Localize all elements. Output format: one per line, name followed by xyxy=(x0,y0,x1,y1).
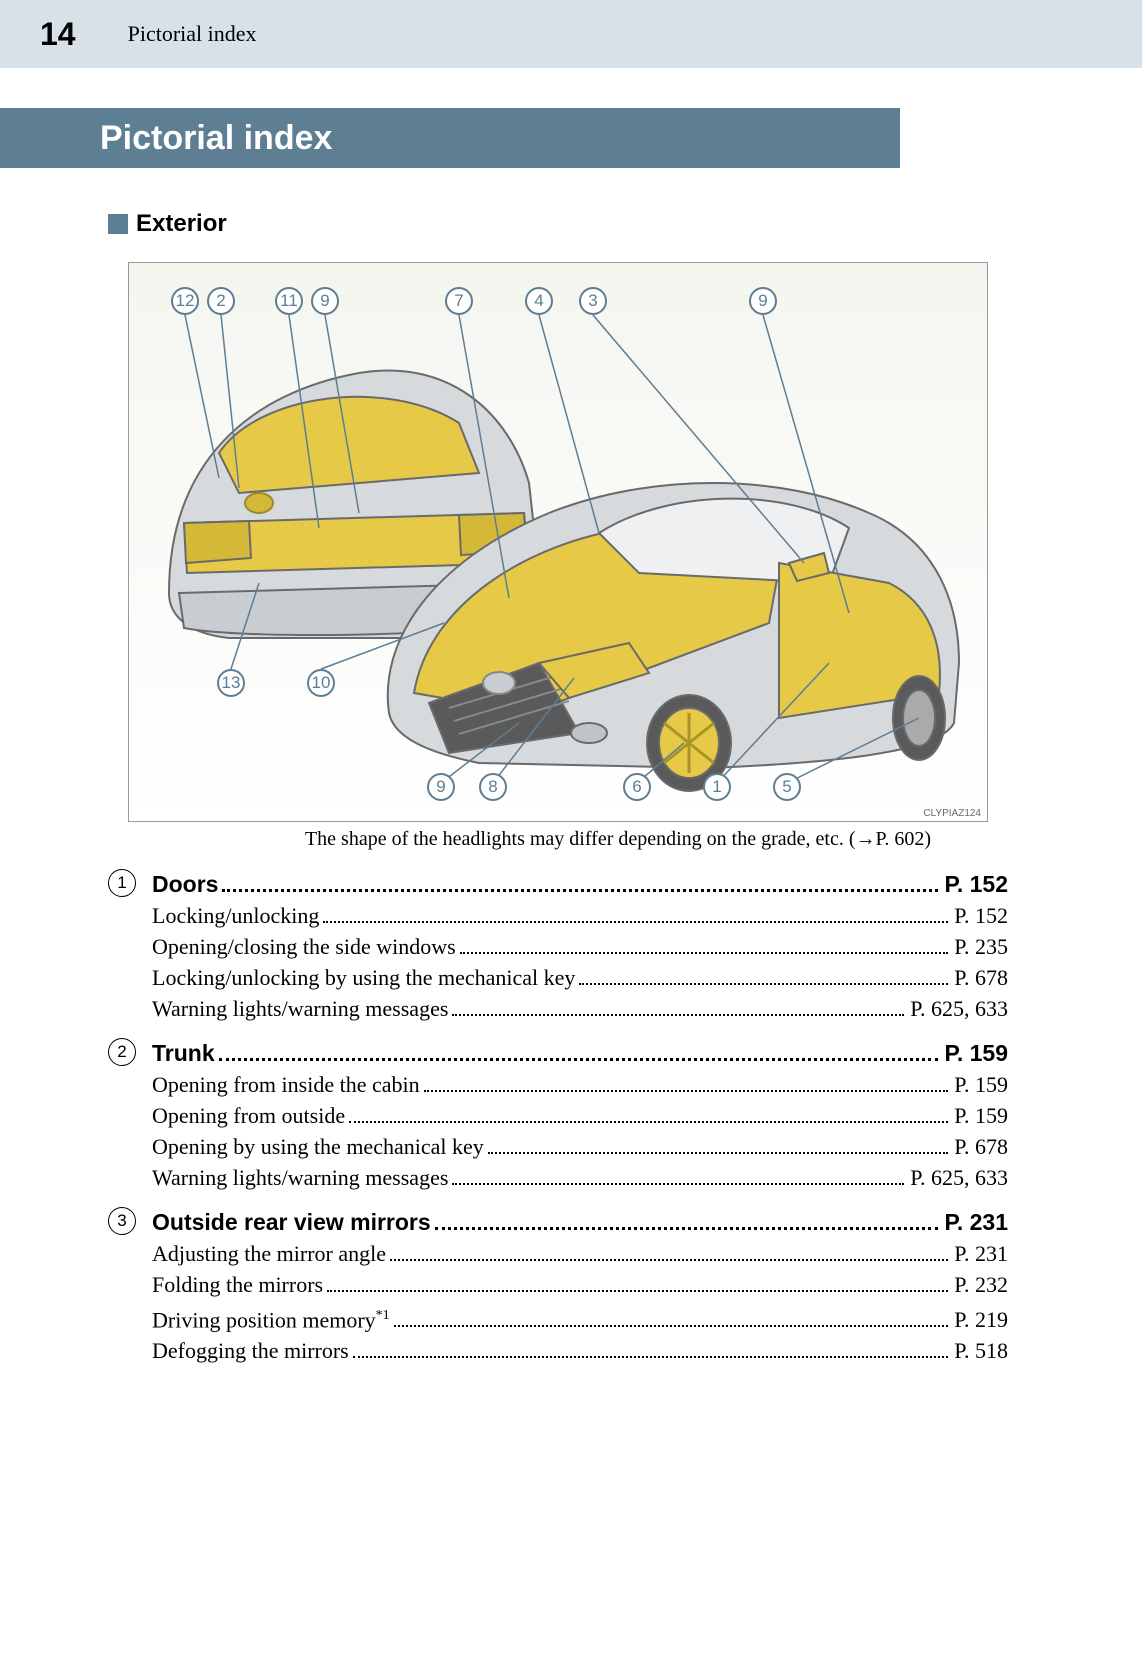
index-main-page: P. 152 xyxy=(944,869,1008,900)
index-sub-label: Opening by using the mechanical key xyxy=(152,1131,484,1162)
index-sub-line: Warning lights/warning messages P. 625, 6… xyxy=(152,993,1008,1024)
index-sub-page: P. 152 xyxy=(954,900,1008,931)
index-main-page: P. 231 xyxy=(944,1207,1008,1238)
leader-dots xyxy=(390,1259,948,1261)
callout-circle-9: 9 xyxy=(749,287,777,315)
arrow-icon: → xyxy=(855,828,875,850)
index-sub-page: P. 518 xyxy=(954,1335,1008,1366)
index-group: 3Outside rear view mirrorsP. 231Adjustin… xyxy=(108,1207,1008,1366)
index-sub-line: Locking/unlocking P. 152 xyxy=(152,900,1008,931)
leader-dots xyxy=(353,1356,948,1358)
running-title: Pictorial index xyxy=(128,21,257,47)
caption-suffix: P. 602) xyxy=(875,828,931,850)
leader-dots xyxy=(323,921,948,923)
index-sub-label: Defogging the mirrors xyxy=(152,1335,349,1366)
leader-dots xyxy=(349,1121,948,1123)
index-sub-page: P. 235 xyxy=(954,931,1008,962)
section-bullet-icon xyxy=(108,214,128,234)
callout-circle-6: 6 xyxy=(623,773,651,801)
index-group: 1DoorsP. 152Locking/unlockingP. 152Openi… xyxy=(108,869,1008,1024)
car-illustration xyxy=(129,263,988,822)
index-sub-label: Adjusting the mirror angle xyxy=(152,1238,386,1269)
index-sub-line: Adjusting the mirror angle P. 231 xyxy=(152,1238,1008,1269)
leader-dots xyxy=(452,1183,904,1185)
callout-circle-3: 3 xyxy=(579,287,607,315)
footnote-marker: *1 xyxy=(376,1308,390,1323)
index-sub-label: Folding the mirrors xyxy=(152,1269,323,1300)
index-sub-label: Driving position memory*1 xyxy=(152,1300,390,1335)
index-sub-label: Opening from inside the cabin xyxy=(152,1069,420,1100)
callout-circle-13: 13 xyxy=(217,669,245,697)
page-number: 14 xyxy=(40,16,76,53)
callout-circle-12: 12 xyxy=(171,287,199,315)
diagram-code: CLYPIAZ124 xyxy=(923,808,981,819)
index-main-label: Trunk xyxy=(152,1038,215,1069)
index-sub-line: Folding the mirrors P. 232 xyxy=(152,1269,1008,1300)
callout-circle-2: 2 xyxy=(207,287,235,315)
diagram-caption: The shape of the headlights may differ d… xyxy=(188,828,1048,851)
index-sub-label: Warning lights/warning messages xyxy=(152,993,448,1024)
callout-circle-9: 9 xyxy=(427,773,455,801)
index-sub-page: P. 232 xyxy=(954,1269,1008,1300)
index-main-line: Trunk P. 159 xyxy=(152,1038,1008,1069)
section-header: Exterior xyxy=(108,210,1008,238)
leader-dots xyxy=(219,1058,939,1061)
index-sub-label: Opening/closing the side windows xyxy=(152,931,456,962)
index-sub-page: P. 159 xyxy=(954,1069,1008,1100)
index-sub-line: Warning lights/warning messages P. 625, 6… xyxy=(152,1162,1008,1193)
index-main-line: Outside rear view mirrors P. 231 xyxy=(152,1207,1008,1238)
index-sub-page: P. 219 xyxy=(954,1304,1008,1335)
index-sub-label: Warning lights/warning messages xyxy=(152,1162,448,1193)
banner-title: Pictorial index xyxy=(100,119,332,158)
index-sub-label: Locking/unlocking by using the mechanica… xyxy=(152,962,575,993)
section-title: Exterior xyxy=(136,210,227,238)
index-number-circle: 3 xyxy=(108,1207,136,1235)
index-sub-line: Defogging the mirrors P. 518 xyxy=(152,1335,1008,1366)
callout-circle-11: 11 xyxy=(275,287,303,315)
index-number-circle: 2 xyxy=(108,1038,136,1066)
callout-circle-4: 4 xyxy=(525,287,553,315)
index-group: 2TrunkP. 159Opening from inside the cabi… xyxy=(108,1038,1008,1193)
callout-circle-9: 9 xyxy=(311,287,339,315)
leader-dots xyxy=(327,1290,948,1292)
leader-dots xyxy=(460,952,949,954)
caption-prefix: The shape of the headlights may differ d… xyxy=(305,828,856,850)
page-header: 14 Pictorial index xyxy=(0,0,1142,68)
index-sub-page: P. 678 xyxy=(954,962,1008,993)
callout-circle-1: 1 xyxy=(703,773,731,801)
index-sub-label: Opening from outside xyxy=(152,1100,345,1131)
leader-dots xyxy=(452,1014,904,1016)
index-sub-line: Driving position memory*1 P. 219 xyxy=(152,1300,1008,1335)
index-main-page: P. 159 xyxy=(944,1038,1008,1069)
leader-dots xyxy=(579,983,948,985)
index-sub-label: Locking/unlocking xyxy=(152,900,319,931)
callout-circle-7: 7 xyxy=(445,287,473,315)
index-list: 1DoorsP. 152Locking/unlockingP. 152Openi… xyxy=(108,869,1008,1366)
index-sub-line: Opening by using the mechanical key P. 67… xyxy=(152,1131,1008,1162)
index-sub-page: P. 625, 633 xyxy=(910,993,1008,1024)
index-main-label: Outside rear view mirrors xyxy=(152,1207,431,1238)
index-sub-line: Opening from outside P. 159 xyxy=(152,1100,1008,1131)
index-sub-line: Locking/unlocking by using the mechanica… xyxy=(152,962,1008,993)
callout-circle-5: 5 xyxy=(773,773,801,801)
index-sub-line: Opening from inside the cabin P. 159 xyxy=(152,1069,1008,1100)
index-main-line: Doors P. 152 xyxy=(152,869,1008,900)
title-banner: Pictorial index xyxy=(0,108,900,168)
index-sub-page: P. 678 xyxy=(954,1131,1008,1162)
exterior-diagram: 1221197439131098615 CLYPIAZ124 xyxy=(128,262,988,822)
leader-dots xyxy=(222,889,938,892)
callout-circle-8: 8 xyxy=(479,773,507,801)
index-sub-line: Opening/closing the side windows P. 235 xyxy=(152,931,1008,962)
callout-circle-10: 10 xyxy=(307,669,335,697)
index-sub-page: P. 159 xyxy=(954,1100,1008,1131)
index-main-label: Doors xyxy=(152,869,218,900)
leader-dots xyxy=(435,1227,939,1230)
leader-dots xyxy=(488,1152,948,1154)
index-number-circle: 1 xyxy=(108,869,136,897)
leader-dots xyxy=(424,1090,949,1092)
index-sub-page: P. 625, 633 xyxy=(910,1162,1008,1193)
leader-dots xyxy=(394,1325,949,1327)
index-sub-page: P. 231 xyxy=(954,1238,1008,1269)
